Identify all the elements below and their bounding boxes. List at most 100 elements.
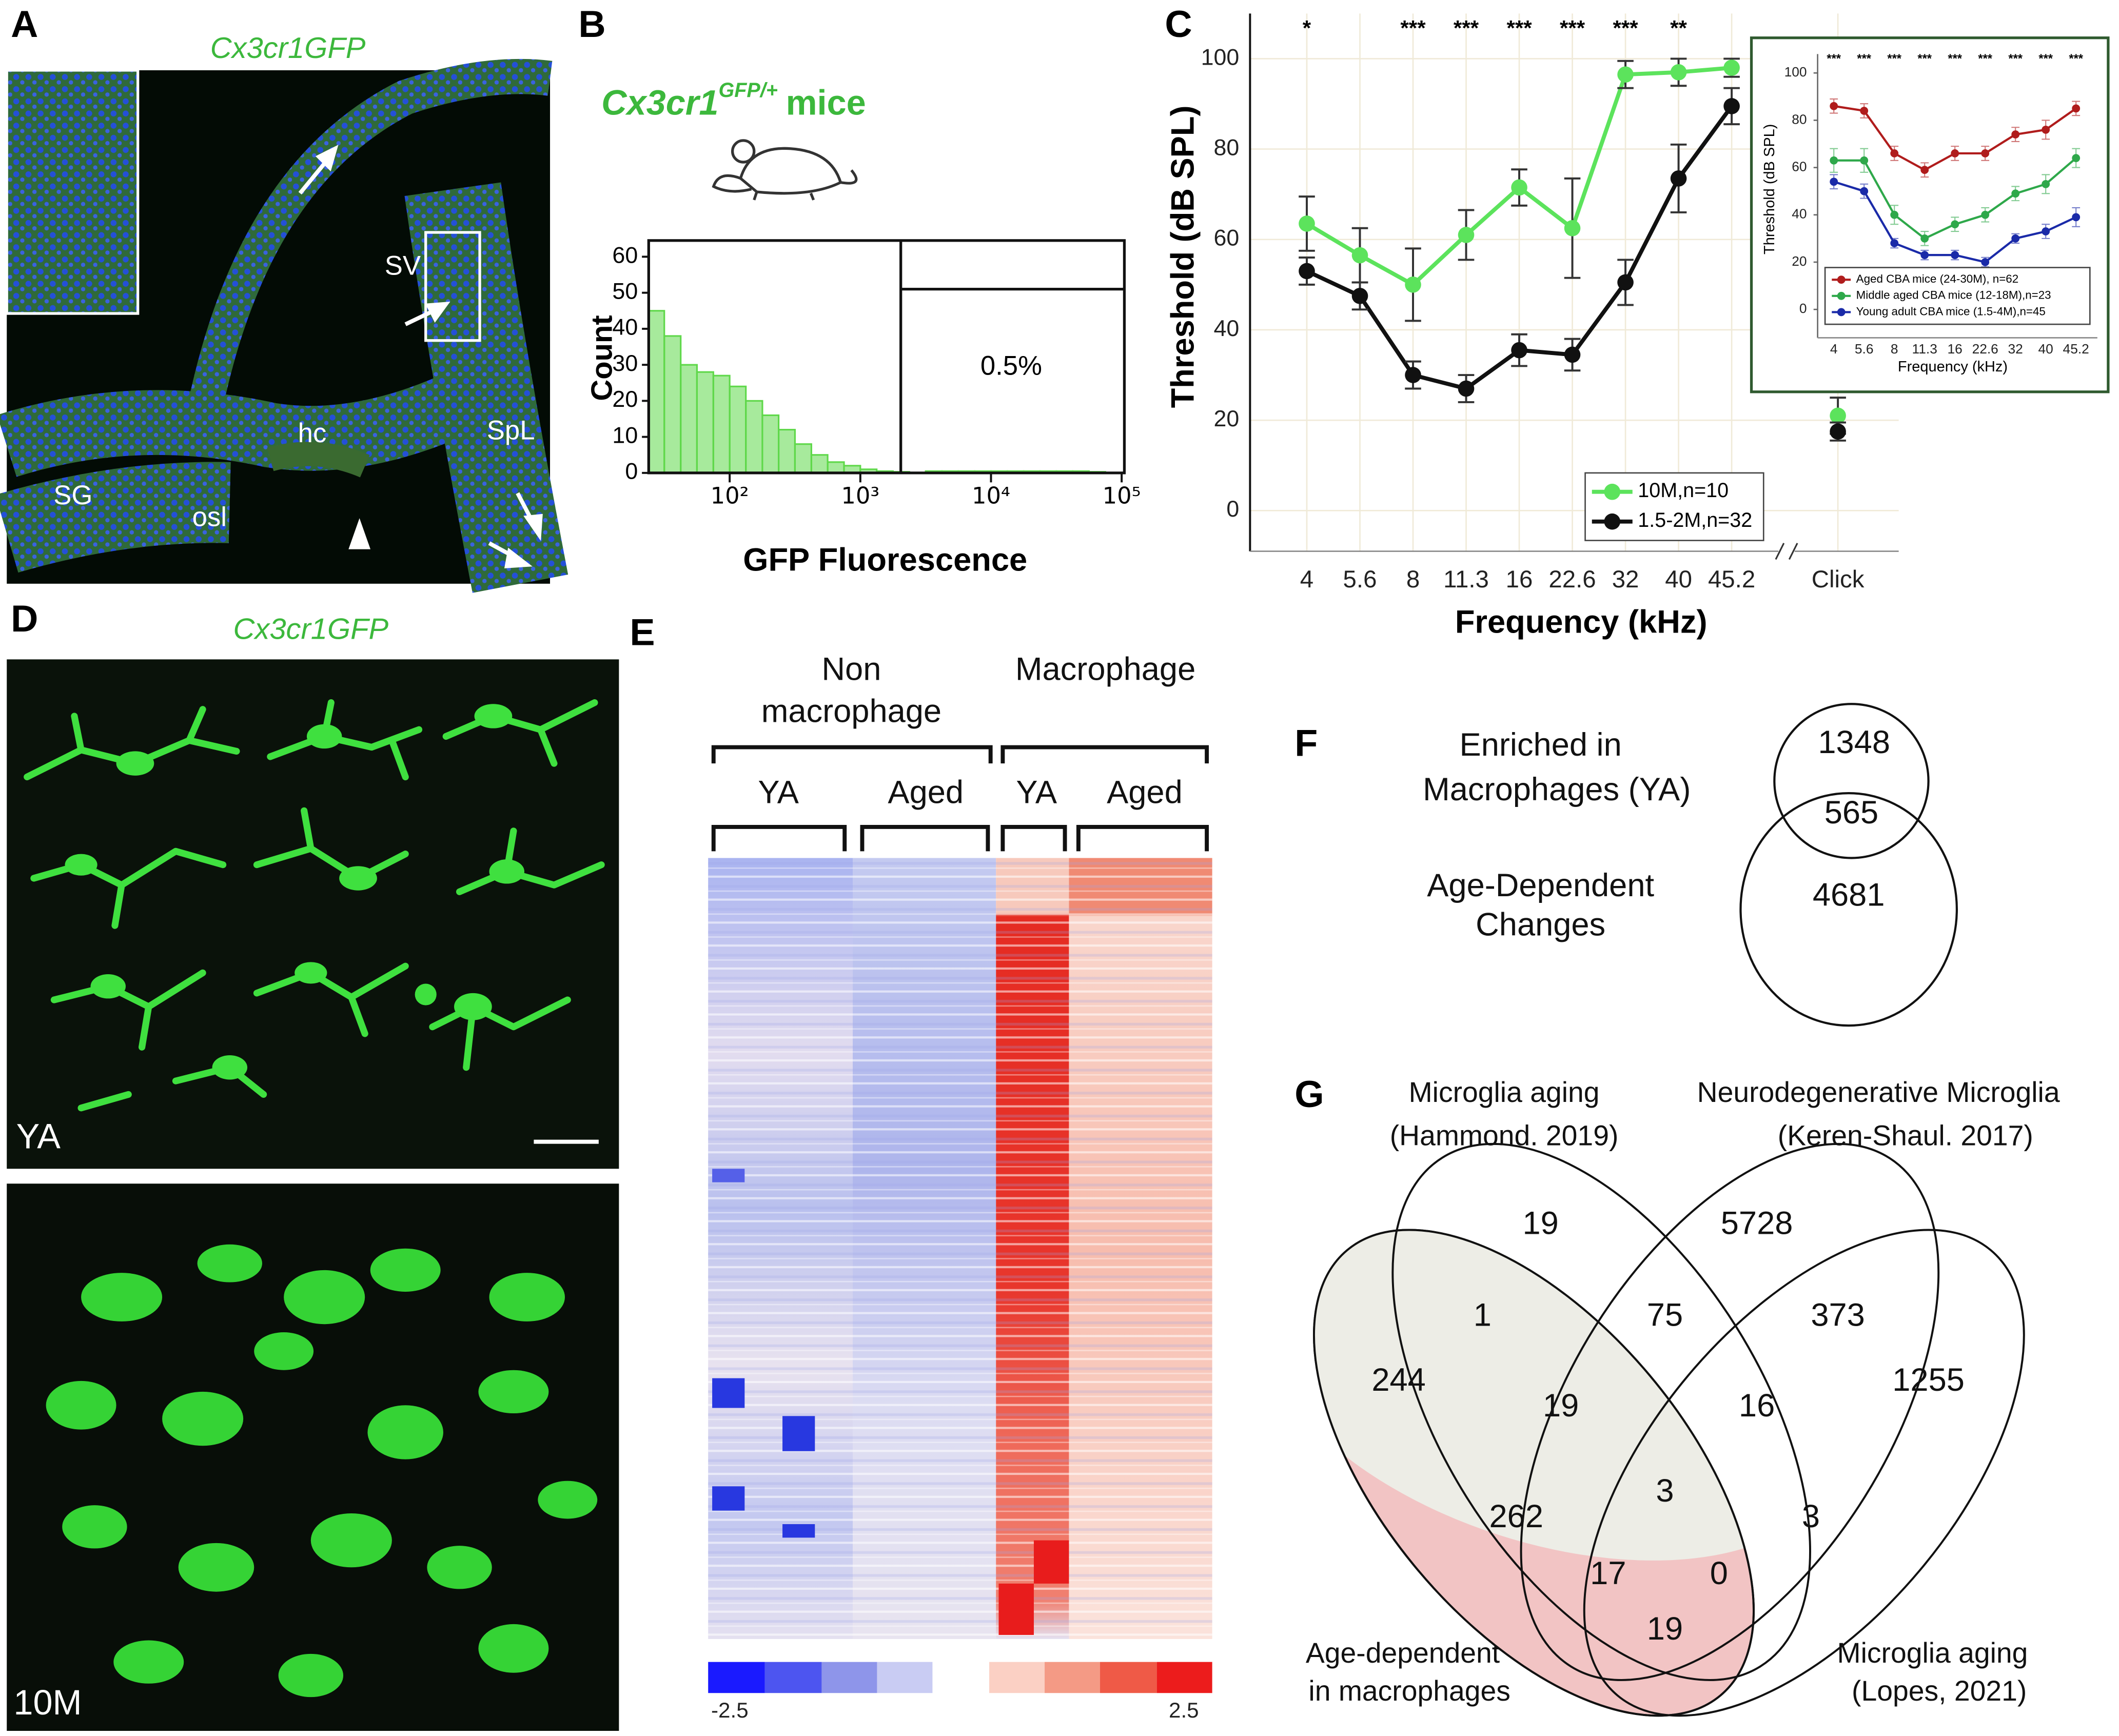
- significance: *: [1303, 16, 1311, 40]
- significance: ***: [1948, 52, 1962, 66]
- micrograph-part-part: [178, 1543, 254, 1592]
- point: [1351, 247, 1368, 264]
- panel-label: D: [11, 597, 38, 640]
- micrograph-part-part: [90, 974, 126, 999]
- image-label: SpL: [487, 416, 535, 446]
- legend-label: Young adult CBA mice (1.5-4M),n=45: [1856, 305, 2046, 318]
- point: [1860, 156, 1869, 165]
- legend-swatch: [1837, 308, 1846, 317]
- micrograph-part-part: [348, 994, 368, 1037]
- micrograph-part: [24, 699, 605, 1112]
- panel-label: F: [1294, 721, 1318, 764]
- panel-label: C: [1165, 3, 1192, 45]
- point: [1830, 102, 1838, 110]
- x-tick-label: 8: [1406, 566, 1420, 593]
- micrograph-part-part: [295, 962, 327, 984]
- title-superscript: GFP/+: [719, 80, 778, 102]
- brackets-part: [1000, 745, 1209, 764]
- colorbar-label: 2.5: [1169, 1698, 1199, 1722]
- venn-count: 75: [1647, 1297, 1683, 1333]
- panel-label: B: [578, 3, 605, 45]
- point: [2011, 234, 2020, 243]
- legend-label: Aged CBA mice (24-30M), n=62: [1856, 272, 2019, 285]
- micrograph-part-part: [65, 854, 97, 876]
- point: [1981, 210, 1990, 219]
- panel-label: A: [11, 3, 38, 45]
- point: [2042, 125, 2050, 134]
- micrograph-part-part: [212, 1055, 248, 1080]
- point: [1920, 251, 1929, 260]
- y-tick-label: 80: [1792, 111, 1807, 127]
- y-tick-label: 60: [1792, 159, 1807, 174]
- brackets-part: [711, 745, 993, 764]
- subgroup-header: YA: [1016, 774, 1057, 810]
- venn-count: 1255: [1892, 1362, 1965, 1398]
- plot-frame: [647, 239, 1126, 475]
- set-label: Age-Dependent: [1427, 867, 1654, 903]
- micrograph-part-part: [489, 1273, 565, 1321]
- micrograph-part-part: [267, 726, 423, 760]
- significance: ***: [1454, 16, 1479, 40]
- image-label: osl: [192, 502, 227, 532]
- y-tick-label: 60: [1214, 225, 1240, 251]
- significance: ***: [1506, 16, 1532, 40]
- bar: [794, 443, 812, 474]
- heatmap-part: [708, 1662, 765, 1693]
- significance: ***: [1917, 52, 1932, 66]
- significance: ***: [1613, 16, 1638, 40]
- bar: [810, 454, 829, 474]
- title-text: Cx3cr1: [601, 83, 718, 123]
- image-title: Cx3cr1GFP: [210, 32, 366, 65]
- point: [1830, 156, 1838, 165]
- x-tick-label: 16: [1506, 566, 1533, 593]
- image-label: 10M: [13, 1683, 82, 1722]
- significance: **: [1670, 16, 1687, 40]
- venn-counts: 19 5728 1 75 373 244 1255 19 16 3 262 3 17 0 19: [1371, 1206, 1965, 1647]
- micrograph: [0, 58, 568, 593]
- venn-ellipses-part: [1583, 1229, 2025, 1717]
- heatmap-part: [1156, 1662, 1212, 1693]
- x-tick-label: 11.3: [1443, 566, 1489, 593]
- heatmap-part: [782, 1524, 815, 1538]
- micrograph-part-part: [113, 1640, 184, 1684]
- bar: [648, 310, 665, 474]
- y-tick-label: 60: [612, 242, 638, 268]
- significance: ***: [2069, 52, 2083, 66]
- micrograph-part-part: [71, 713, 85, 754]
- micrograph-part: [298, 145, 543, 568]
- x-tick-label: 11.3: [1912, 341, 1937, 357]
- x-tick-label: 22.6: [1972, 341, 1998, 357]
- heatmap-part: [1033, 1540, 1069, 1584]
- x-tick-label: 16: [1948, 341, 1963, 357]
- heatmap-part: [712, 1169, 745, 1182]
- group-header: macrophage: [761, 693, 941, 729]
- point: [1920, 234, 1929, 243]
- micrograph-part-part: [348, 518, 371, 549]
- legend-label: 10M,n=10: [1638, 479, 1729, 502]
- x-tick-label: 45.2: [2063, 341, 2089, 357]
- mouse-icon-part: [840, 169, 858, 185]
- micrograph-part-part: [254, 1332, 314, 1370]
- point: [1670, 170, 1687, 187]
- point: [1860, 107, 1869, 115]
- micrograph-part-part: [197, 1244, 263, 1283]
- legend-swatch: [1604, 513, 1621, 530]
- subgroup-header: YA: [758, 774, 799, 810]
- micrograph-part: [7, 70, 138, 314]
- heatmap-part: [821, 1662, 877, 1693]
- y-tick-label: 0: [1226, 496, 1239, 522]
- micrograph-part-part: [50, 969, 206, 1010]
- legend-swatch: [1837, 291, 1846, 300]
- brackets-part: [1000, 824, 1067, 852]
- point: [1405, 367, 1421, 383]
- venn-count: 0: [1710, 1555, 1728, 1591]
- venn-count: 5728: [1721, 1206, 1793, 1241]
- venn-circles: [1739, 703, 1958, 1027]
- micrograph-part-part: [162, 1391, 244, 1446]
- micrograph-part-part: [478, 1370, 549, 1414]
- image-label: hc: [298, 418, 327, 448]
- point: [1830, 423, 1846, 440]
- point: [1299, 215, 1315, 232]
- x-tick-label: 22.6: [1548, 566, 1596, 593]
- colorbar-label: -2.5: [711, 1698, 749, 1722]
